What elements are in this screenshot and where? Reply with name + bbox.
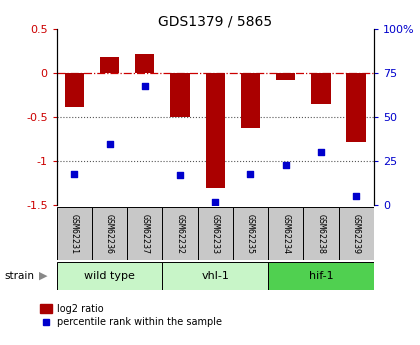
Bar	[276, 73, 295, 80]
Bar	[268, 262, 374, 290]
Bar	[268, 207, 303, 260]
Bar	[92, 207, 127, 260]
Bar	[346, 73, 366, 142]
Point	[318, 150, 324, 155]
Text: GSM62239: GSM62239	[352, 214, 361, 254]
Bar	[303, 207, 339, 260]
Bar	[163, 262, 268, 290]
Text: GSM62234: GSM62234	[281, 214, 290, 254]
Bar	[57, 262, 163, 290]
Point	[71, 171, 78, 176]
Bar	[171, 73, 190, 117]
Bar	[65, 73, 84, 107]
Bar	[241, 73, 260, 128]
Text: GSM62238: GSM62238	[316, 214, 326, 254]
Point	[212, 199, 219, 205]
Bar	[198, 207, 233, 260]
Bar	[135, 54, 155, 73]
Text: GSM62231: GSM62231	[70, 214, 79, 254]
Point	[106, 141, 113, 146]
Legend: log2 ratio, percentile rank within the sample: log2 ratio, percentile rank within the s…	[39, 302, 224, 329]
Point	[247, 171, 254, 176]
Text: ▶: ▶	[39, 271, 47, 281]
Text: GSM62236: GSM62236	[105, 214, 114, 254]
Point	[353, 194, 360, 199]
Text: wild type: wild type	[84, 271, 135, 281]
Title: GDS1379 / 5865: GDS1379 / 5865	[158, 14, 272, 28]
Bar	[205, 73, 225, 188]
Point	[177, 172, 184, 178]
Point	[282, 162, 289, 168]
Point	[142, 83, 148, 88]
Text: vhl-1: vhl-1	[201, 271, 229, 281]
Bar	[100, 58, 119, 73]
Text: hif-1: hif-1	[309, 271, 333, 281]
Bar	[57, 207, 92, 260]
Text: GSM62235: GSM62235	[246, 214, 255, 254]
Bar	[311, 73, 331, 104]
Text: GSM62233: GSM62233	[211, 214, 220, 254]
Bar	[233, 207, 268, 260]
Text: GSM62237: GSM62237	[140, 214, 149, 254]
Text: strain: strain	[4, 271, 34, 281]
Bar	[163, 207, 198, 260]
Bar	[127, 207, 163, 260]
Bar	[339, 207, 374, 260]
Text: GSM62232: GSM62232	[176, 214, 184, 254]
